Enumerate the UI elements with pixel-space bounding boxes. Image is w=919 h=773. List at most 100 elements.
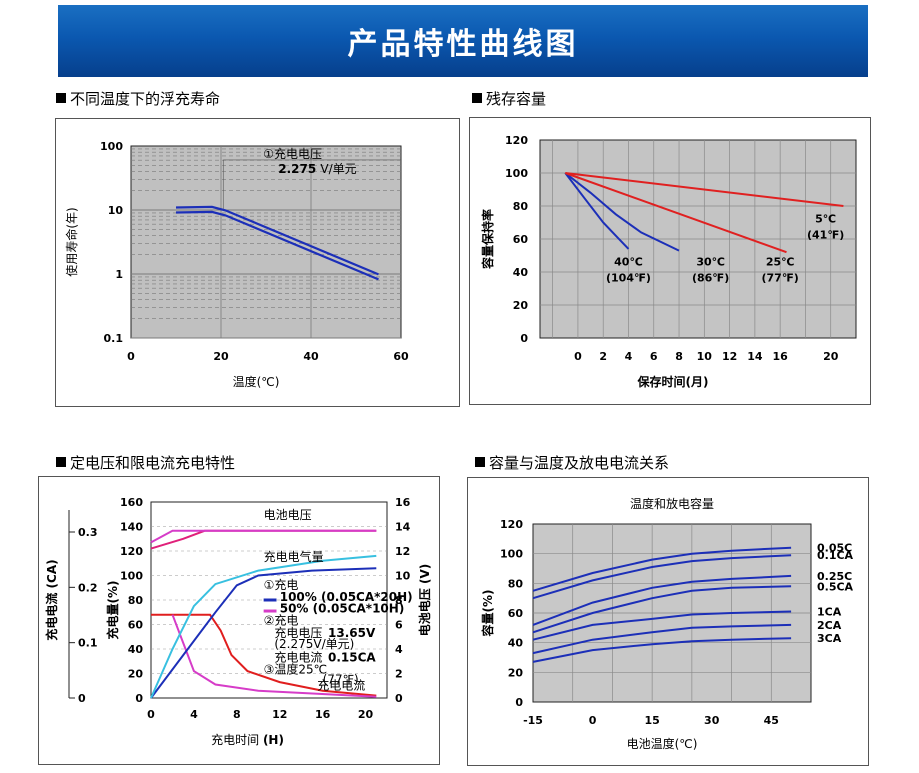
y-tick-label: 20 <box>128 668 144 681</box>
x-axis-label: 电池温度(℃) <box>627 736 698 751</box>
y-tick-label: 60 <box>508 607 524 620</box>
y-tick-label: 0 <box>135 692 143 705</box>
series-label-fahrenheit: (41℉) <box>807 229 844 242</box>
x-tick-label: 8 <box>233 708 241 721</box>
ca-tick-label: 0.2 <box>78 581 98 594</box>
residual-curve <box>564 172 630 250</box>
x-tick-label: 0 <box>574 350 582 363</box>
ca-tick-label: 0 <box>78 692 86 705</box>
plot-area <box>130 145 402 339</box>
charging-curve <box>150 529 377 544</box>
section-title-residual-text: 残存容量 <box>486 90 547 108</box>
voltage-curve-label: 电池电压 <box>264 508 312 522</box>
x-tick-label: 60 <box>393 350 409 363</box>
series-label-fahrenheit: (86℉) <box>692 271 729 284</box>
series-label-temp: 40℃ <box>614 255 643 268</box>
y-axis-label: 使用寿命(年) <box>64 207 79 276</box>
capacity-curve <box>532 623 792 655</box>
y-tick-label: 0.1 <box>104 332 124 345</box>
y-tick-label: 60 <box>128 619 144 632</box>
cond-voltage-label: 充电电压 <box>274 625 322 640</box>
float-life-curve-lower <box>175 210 379 281</box>
cond-current-value: 0.15CA <box>328 650 376 664</box>
float-life-curve-upper <box>175 205 379 276</box>
series-label-fahrenheit: (77℉) <box>761 271 798 284</box>
y2-tick-label: 14 <box>395 521 411 534</box>
section-title-capacity-temp-text: 容量与温度及放电电流关系 <box>489 454 670 472</box>
square-bullet-icon <box>56 457 66 467</box>
capacity-curve <box>532 610 792 641</box>
y-tick-label: 120 <box>500 518 523 531</box>
y-tick-label: 1 <box>115 268 123 281</box>
y-tick-label: 20 <box>508 666 524 679</box>
y-tick-label: 80 <box>128 594 144 607</box>
y-tick-label: 120 <box>505 134 528 147</box>
cond-voltage-sub: (2.275V/单元) <box>274 637 354 651</box>
y-tick-label: 40 <box>128 643 144 656</box>
legend-title: ①充电 <box>264 577 299 592</box>
y-tick-label: 100 <box>100 140 123 153</box>
y-tick-label: 100 <box>500 548 523 561</box>
y-tick-label: 10 <box>108 204 124 217</box>
series-label: 2CA <box>817 619 842 632</box>
y2-tick-label: 16 <box>395 496 411 509</box>
section-title-capacity-temp: 容量与温度及放电电流关系 <box>475 452 669 473</box>
y-tick-label: 80 <box>508 577 524 590</box>
x-tick-label: 8 <box>675 350 683 363</box>
annotation-unit: V/单元 <box>320 162 356 176</box>
y-tick-label: 80 <box>513 200 529 213</box>
x-tick-label: 0 <box>589 714 597 727</box>
y-axis-label: 容量(%) <box>480 590 495 638</box>
x-tick-label: 6 <box>650 350 658 363</box>
y-tick-label: 40 <box>513 266 529 279</box>
float-life-chart-panel: 0.1 1 10 100 0 20 40 60 温度(℃) 使用寿命(年) ①充电电压 2.275 V… <box>55 118 460 407</box>
x-tick-label: 0 <box>127 350 135 363</box>
series-label-fahrenheit: (104℉) <box>606 271 651 284</box>
x-tick-label: 20 <box>358 708 374 721</box>
x-tick-label: -15 <box>523 714 543 727</box>
y2-tick-label: 8 <box>395 594 403 607</box>
section-title-charging: 定电压和限电流充电特性 <box>56 452 235 473</box>
title-banner: 产品特性曲线图 <box>58 5 868 77</box>
y2-tick-label: 10 <box>395 570 411 583</box>
capacity-curve <box>532 637 792 663</box>
x-tick-label: 15 <box>644 714 659 727</box>
capacity-curve <box>532 585 792 634</box>
ca-axis-label: 充电电流 (CA) <box>44 559 59 640</box>
series-label: 0.5CA <box>817 580 854 593</box>
series-label: 1CA <box>817 606 842 619</box>
x-tick-label: 2 <box>599 350 607 363</box>
y-tick-label: 140 <box>120 521 143 534</box>
y2-tick-label: 0 <box>395 692 403 705</box>
square-bullet-icon <box>472 93 482 103</box>
section-title-float-life-text: 不同温度下的浮充寿命 <box>70 90 221 108</box>
square-bullet-icon <box>475 457 485 467</box>
x-axis-label: 温度(℃) <box>233 374 280 389</box>
x-tick-label: 30 <box>704 714 720 727</box>
x-tick-label: 40 <box>303 350 319 363</box>
y2-tick-label: 6 <box>395 619 403 632</box>
x-tick-label: 10 <box>697 350 713 363</box>
capacity-curve <box>532 546 792 592</box>
section-title-charging-text: 定电压和限电流充电特性 <box>70 454 236 472</box>
series-label: 3CA <box>817 632 842 645</box>
x-tick-label: 20 <box>213 350 229 363</box>
ca-tick-label: 0.3 <box>78 526 98 539</box>
section-title-residual: 残存容量 <box>472 88 546 109</box>
y-tick-label: 120 <box>120 545 143 558</box>
y-tick-label: 100 <box>120 570 143 583</box>
y-tick-label: 160 <box>120 496 143 509</box>
cond-current-label: 充电电流 <box>274 649 322 664</box>
capacity-curve <box>532 554 792 600</box>
series-label: 0.25C <box>817 570 852 583</box>
series-label-temp: 25℃ <box>766 255 795 268</box>
x-axis-label: 保存时间(月) <box>637 374 709 389</box>
page-title: 产品特性曲线图 <box>347 27 579 62</box>
y-tick-label: 60 <box>513 233 529 246</box>
x-tick-label: 14 <box>747 350 763 363</box>
legend-50-label: 50% (0.05CA*10H) <box>280 601 405 615</box>
charging-curve <box>171 614 377 698</box>
series-label-temp: 5℃ <box>815 213 836 226</box>
